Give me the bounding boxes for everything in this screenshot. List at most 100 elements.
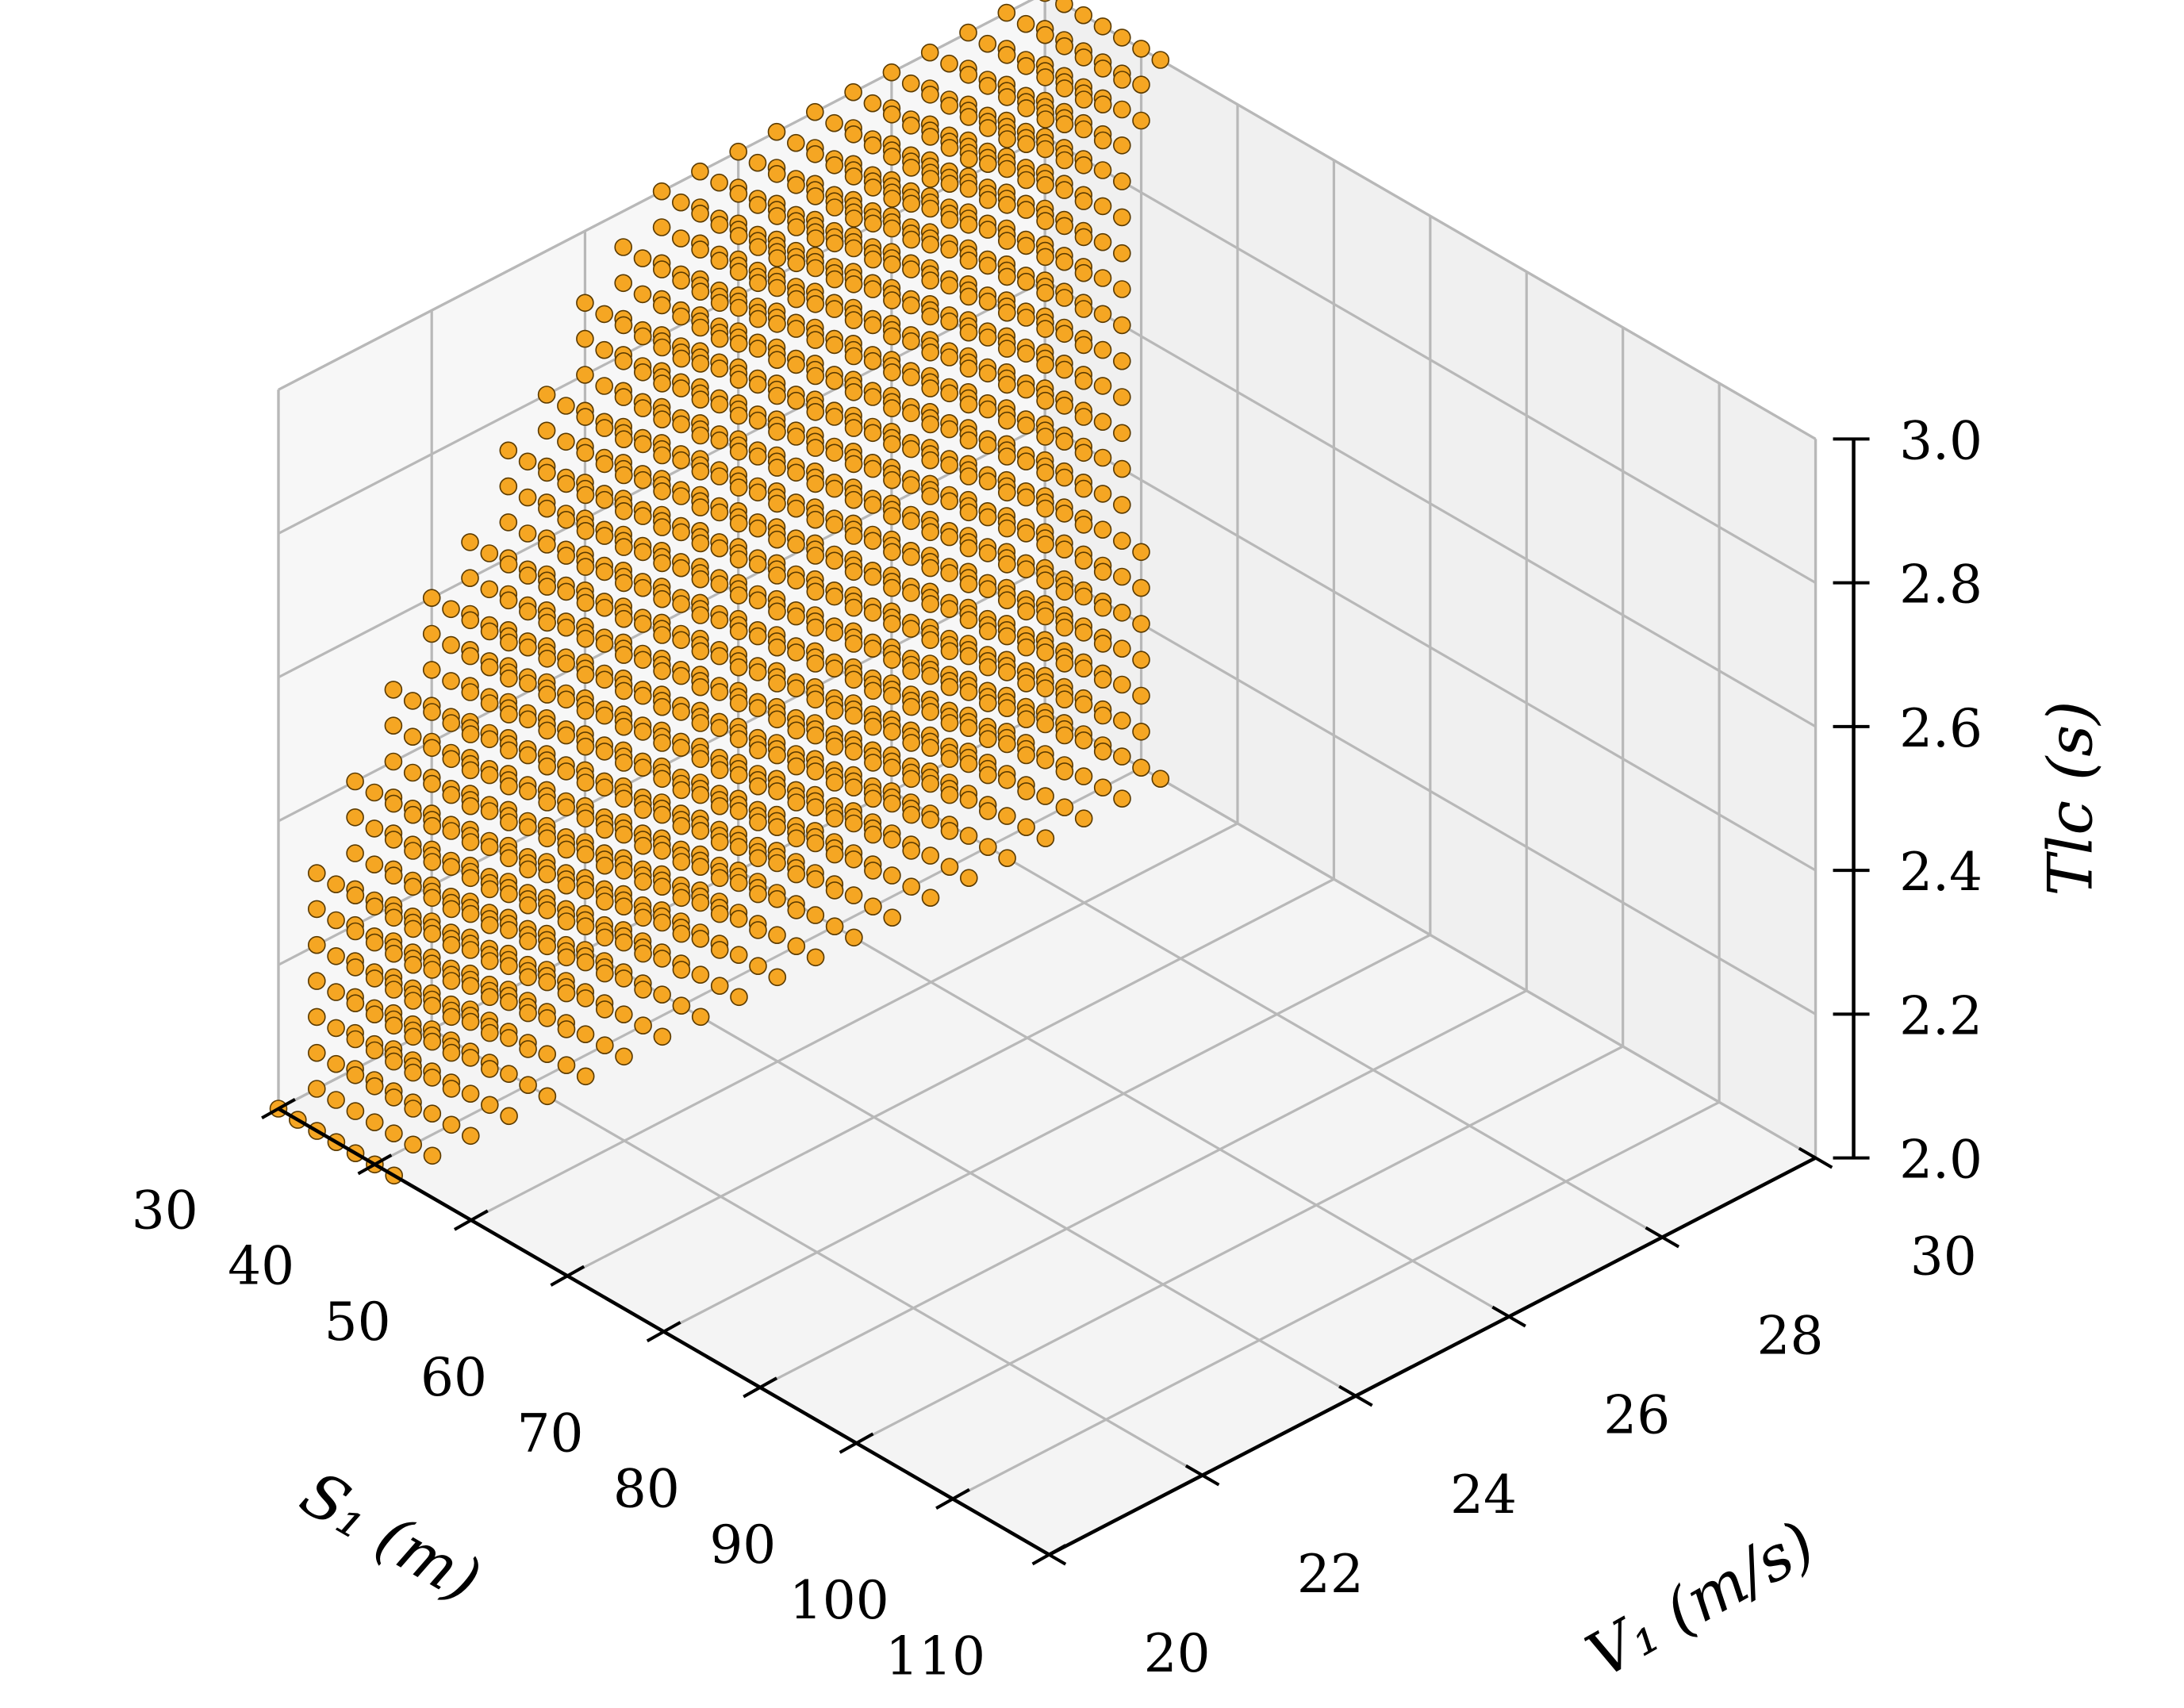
- data-point: [767, 165, 786, 183]
- data-point: [595, 305, 614, 324]
- data-point: [499, 441, 518, 460]
- y-axis-line: [1048, 1156, 1817, 1556]
- data-point: [768, 278, 786, 297]
- data-point: [844, 347, 863, 366]
- data-point: [442, 600, 460, 619]
- data-point: [499, 591, 518, 610]
- data-point: [442, 750, 461, 769]
- data-point: [576, 989, 595, 1008]
- data-point: [499, 555, 518, 574]
- data-point: [959, 719, 978, 738]
- data-point: [844, 167, 863, 186]
- data-point: [519, 638, 537, 657]
- data-point: [979, 119, 997, 137]
- data-point: [653, 950, 671, 968]
- data-point: [423, 739, 441, 758]
- data-point: [902, 697, 920, 716]
- x-tick-label: 100: [789, 1570, 889, 1631]
- x-tick: [743, 1376, 778, 1399]
- data-point: [653, 697, 671, 716]
- data-point: [461, 761, 480, 780]
- data-point: [940, 139, 959, 157]
- data-point: [1055, 0, 1073, 13]
- data-point: [1093, 305, 1112, 324]
- data-point: [825, 917, 844, 935]
- data-point: [691, 570, 710, 589]
- data-point: [864, 825, 882, 844]
- grid-line: [1054, 0, 1817, 440]
- data-point: [423, 1104, 442, 1123]
- data-point: [519, 710, 537, 729]
- data-points: [269, 0, 1170, 1185]
- data-point: [672, 379, 690, 397]
- data-point: [1113, 496, 1131, 514]
- data-point: [1093, 778, 1112, 797]
- data-point: [787, 571, 805, 590]
- data-point: [1055, 324, 1073, 344]
- data-point: [499, 477, 518, 496]
- data-point: [844, 311, 863, 329]
- data-point: [557, 547, 576, 565]
- data-point: [863, 459, 882, 478]
- data-point: [346, 1030, 365, 1049]
- data-point: [940, 822, 959, 840]
- data-point: [787, 757, 806, 776]
- data-point: [959, 108, 978, 126]
- data-point: [557, 876, 576, 895]
- data-point: [1036, 715, 1054, 734]
- data-point: [902, 332, 920, 351]
- data-point: [864, 178, 882, 197]
- data-point: [1036, 212, 1054, 230]
- data-point: [442, 900, 461, 919]
- data-point: [883, 686, 901, 705]
- data-point: [614, 969, 633, 988]
- data-point: [1093, 131, 1112, 150]
- data-point: [1036, 428, 1054, 446]
- data-point: [538, 721, 557, 740]
- data-point: [385, 944, 403, 963]
- data-point: [653, 518, 671, 536]
- data-point: [1017, 818, 1035, 836]
- data-point: [959, 683, 978, 701]
- grid-line: [1044, 566, 1817, 1015]
- data-point: [940, 600, 958, 619]
- data-point: [787, 721, 806, 740]
- data-point: [1074, 192, 1093, 210]
- data-point: [1074, 587, 1093, 606]
- data-point: [518, 452, 537, 471]
- data-point: [480, 730, 499, 749]
- data-point: [614, 681, 633, 700]
- data-point: [1093, 59, 1112, 78]
- data-point: [748, 591, 767, 610]
- data-point: [940, 54, 958, 73]
- data-point: [1017, 272, 1035, 291]
- data-point: [921, 558, 939, 578]
- data-point: [595, 1036, 614, 1054]
- data-point: [423, 1032, 442, 1051]
- data-point: [883, 291, 901, 309]
- data-point: [442, 822, 461, 840]
- data-point: [1055, 79, 1074, 98]
- data-point: [710, 719, 729, 738]
- y-tick-label: 20: [1144, 1623, 1211, 1684]
- data-point: [691, 858, 710, 876]
- data-point: [1113, 71, 1131, 89]
- grid-line: [1044, 710, 1817, 1159]
- data-point: [1113, 532, 1131, 551]
- data-point: [538, 613, 557, 632]
- data-point: [557, 840, 576, 859]
- data-point: [825, 701, 844, 720]
- data-point: [768, 674, 786, 693]
- data-point: [519, 746, 537, 765]
- data-point: [653, 913, 671, 932]
- data-point: [480, 694, 499, 712]
- data-point: [480, 1060, 499, 1078]
- data-point: [614, 388, 633, 406]
- data-point: [729, 227, 748, 245]
- data-point: [538, 901, 557, 919]
- data-point: [538, 829, 557, 848]
- data-point: [691, 534, 710, 553]
- data-point: [710, 431, 729, 450]
- data-point: [538, 937, 557, 956]
- tick-marks: [261, 437, 1870, 1566]
